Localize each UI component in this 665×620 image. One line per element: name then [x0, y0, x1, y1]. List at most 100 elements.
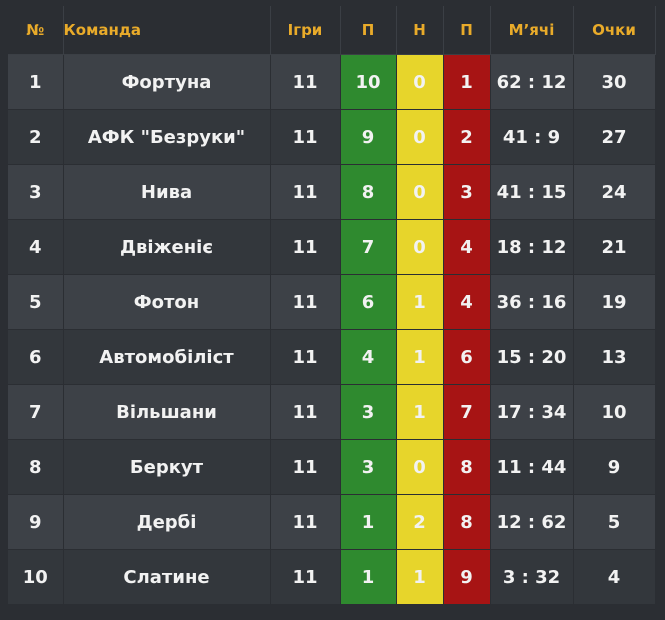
table-row: 8 Беркут 11 3 0 8 11 : 44 9: [8, 439, 656, 495]
table-row: 10 Слатине 11 1 1 9 3 : 32 4: [8, 549, 656, 605]
cell-wins: 3: [340, 439, 397, 495]
cell-games: 11: [270, 439, 341, 495]
cell-team[interactable]: Слатине: [63, 549, 271, 605]
cell-team[interactable]: Вільшани: [63, 384, 271, 440]
cell-draws: 0: [396, 54, 444, 110]
cell-losses: 1: [443, 54, 491, 110]
cell-balls: 3 : 32: [490, 549, 574, 605]
cell-team[interactable]: АФК "Безруки": [63, 109, 271, 165]
cell-losses: 8: [443, 439, 491, 495]
cell-balls: 41 : 15: [490, 164, 574, 220]
cell-games: 11: [270, 549, 341, 605]
cell-points: 5: [573, 494, 656, 550]
cell-rank: 2: [8, 109, 64, 165]
cell-wins: 1: [340, 494, 397, 550]
cell-team[interactable]: Автомобіліст: [63, 329, 271, 385]
cell-rank: 10: [8, 549, 64, 605]
cell-wins: 1: [340, 549, 397, 605]
cell-balls: 41 : 9: [490, 109, 574, 165]
cell-team[interactable]: Двіженіє: [63, 219, 271, 275]
cell-wins: 9: [340, 109, 397, 165]
header-draws[interactable]: Н: [396, 6, 444, 55]
cell-team[interactable]: Дербі: [63, 494, 271, 550]
cell-draws: 0: [396, 109, 444, 165]
cell-losses: 3: [443, 164, 491, 220]
cell-rank: 8: [8, 439, 64, 495]
cell-balls: 18 : 12: [490, 219, 574, 275]
table-row: 2 АФК "Безруки" 11 9 0 2 41 : 9 27: [8, 109, 656, 165]
cell-balls: 12 : 62: [490, 494, 574, 550]
cell-points: 19: [573, 274, 656, 330]
cell-draws: 2: [396, 494, 444, 550]
cell-points: 21: [573, 219, 656, 275]
cell-team[interactable]: Беркут: [63, 439, 271, 495]
header-points[interactable]: Очки: [573, 6, 656, 55]
cell-points: 24: [573, 164, 656, 220]
cell-losses: 7: [443, 384, 491, 440]
cell-balls: 11 : 44: [490, 439, 574, 495]
cell-team[interactable]: Фортуна: [63, 54, 271, 110]
header-wins[interactable]: П: [340, 6, 397, 55]
table-row: 4 Двіженіє 11 7 0 4 18 : 12 21: [8, 219, 656, 275]
cell-draws: 1: [396, 549, 444, 605]
cell-games: 11: [270, 219, 341, 275]
cell-losses: 4: [443, 219, 491, 275]
header-rank[interactable]: №: [8, 6, 64, 55]
table-row: 5 Фотон 11 6 1 4 36 : 16 19: [8, 274, 656, 330]
table-row: 1 Фортуна 11 10 0 1 62 : 12 30: [8, 54, 656, 110]
cell-rank: 6: [8, 329, 64, 385]
cell-games: 11: [270, 329, 341, 385]
standings-container: № Команда Ігри П Н П М’ячі Очки 1 Фортуна…: [8, 6, 656, 605]
cell-points: 9: [573, 439, 656, 495]
cell-rank: 4: [8, 219, 64, 275]
cell-games: 11: [270, 494, 341, 550]
cell-wins: 10: [340, 54, 397, 110]
cell-losses: 4: [443, 274, 491, 330]
cell-points: 10: [573, 384, 656, 440]
cell-team[interactable]: Фотон: [63, 274, 271, 330]
header-losses[interactable]: П: [443, 6, 491, 55]
cell-points: 27: [573, 109, 656, 165]
cell-wins: 7: [340, 219, 397, 275]
cell-draws: 1: [396, 384, 444, 440]
cell-games: 11: [270, 54, 341, 110]
header-row: № Команда Ігри П Н П М’ячі Очки: [8, 6, 656, 55]
cell-draws: 0: [396, 164, 444, 220]
header-games[interactable]: Ігри: [270, 6, 341, 55]
cell-wins: 3: [340, 384, 397, 440]
cell-draws: 1: [396, 329, 444, 385]
cell-points: 13: [573, 329, 656, 385]
table-row: 7 Вільшани 11 3 1 7 17 : 34 10: [8, 384, 656, 440]
cell-losses: 2: [443, 109, 491, 165]
cell-draws: 0: [396, 439, 444, 495]
cell-games: 11: [270, 109, 341, 165]
cell-balls: 15 : 20: [490, 329, 574, 385]
cell-losses: 8: [443, 494, 491, 550]
cell-games: 11: [270, 164, 341, 220]
cell-wins: 6: [340, 274, 397, 330]
cell-draws: 1: [396, 274, 444, 330]
cell-games: 11: [270, 384, 341, 440]
cell-team[interactable]: Нива: [63, 164, 271, 220]
header-team[interactable]: Команда: [63, 6, 271, 55]
cell-balls: 17 : 34: [490, 384, 574, 440]
cell-games: 11: [270, 274, 341, 330]
cell-rank: 5: [8, 274, 64, 330]
table-row: 9 Дербі 11 1 2 8 12 : 62 5: [8, 494, 656, 550]
standings-table: № Команда Ігри П Н П М’ячі Очки 1 Фортуна…: [8, 6, 656, 605]
standings-body: 1 Фортуна 11 10 0 1 62 : 12 30 2 АФК "Безруки" 11 9…: [8, 54, 656, 605]
cell-rank: 1: [8, 54, 64, 110]
table-row: 6 Автомобіліст 11 4 1 6 15 : 20 13: [8, 329, 656, 385]
cell-wins: 8: [340, 164, 397, 220]
cell-points: 4: [573, 549, 656, 605]
cell-rank: 9: [8, 494, 64, 550]
cell-balls: 36 : 16: [490, 274, 574, 330]
header-balls[interactable]: М’ячі: [490, 6, 574, 55]
cell-points: 30: [573, 54, 656, 110]
table-row: 3 Нива 11 8 0 3 41 : 15 24: [8, 164, 656, 220]
cell-balls: 62 : 12: [490, 54, 574, 110]
cell-rank: 7: [8, 384, 64, 440]
cell-draws: 0: [396, 219, 444, 275]
cell-losses: 9: [443, 549, 491, 605]
cell-wins: 4: [340, 329, 397, 385]
